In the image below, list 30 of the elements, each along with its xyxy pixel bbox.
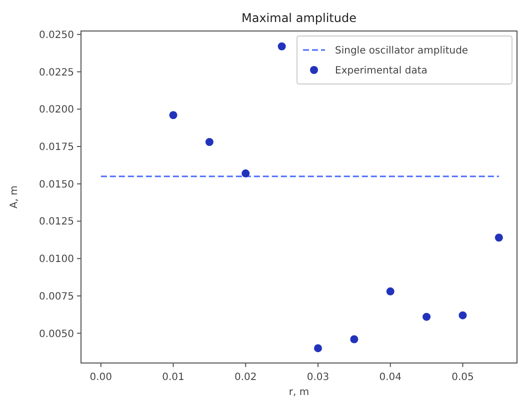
y-tick-label: 0.0050 [39,328,74,340]
legend-label: Experimental data [335,66,428,76]
point [350,335,358,344]
y-tick-label: 0.0150 [39,179,74,190]
y-tick-label: 0.0125 [39,216,74,228]
chart-title: Maximal amplitude [242,11,356,25]
point [386,287,394,296]
x-tick-label: 0.01 [162,372,184,383]
y-axis-title: A, m [9,186,20,208]
y-tick-label: 0.0225 [39,67,74,78]
y-tick-label: 0.0200 [39,104,74,116]
legend-label: Single oscillator amplitude [335,46,468,56]
point [278,42,286,50]
y-tick-label: 0.0075 [39,291,74,302]
point [205,138,214,146]
x-tick-label: 0.03 [306,372,330,383]
x-tick-label: 0.00 [90,372,112,383]
x-axis-title: r, m [288,387,310,398]
x-tick-label: 0.05 [452,372,474,383]
point [494,234,503,242]
point [458,311,467,320]
point [422,312,431,321]
y-tick-label: 0.0100 [39,254,74,266]
y-tick-label: 0.0250 [39,30,74,41]
x-tick-label: 0.04 [379,372,402,383]
point [242,169,250,178]
point [169,111,178,120]
x-tick-label: 0.02 [234,372,257,383]
y-tick-label: 0.0175 [39,142,74,153]
point [314,344,322,352]
